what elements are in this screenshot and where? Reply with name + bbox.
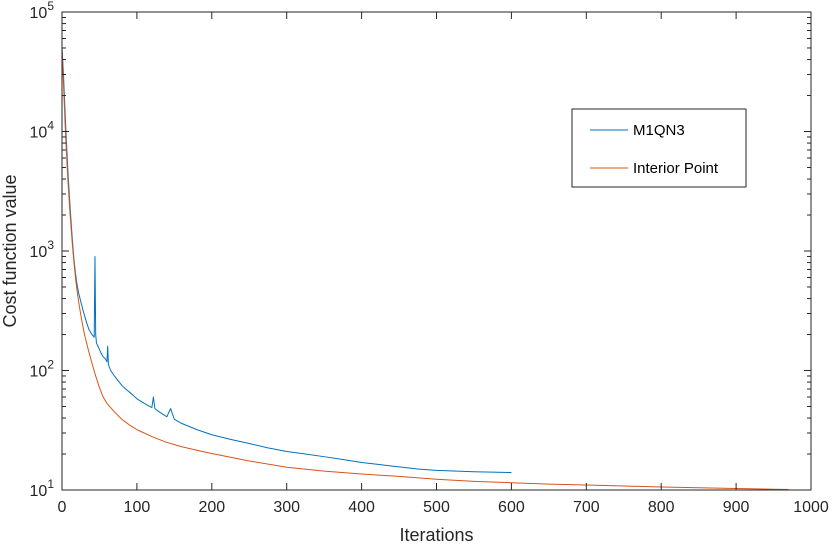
x-tick-label: 100 xyxy=(124,499,151,516)
x-tick-label: 900 xyxy=(723,499,750,516)
y-axis-label: Cost function value xyxy=(0,174,20,327)
x-tick-label: 400 xyxy=(348,499,375,516)
series-layer xyxy=(61,47,789,490)
y-tick-label: 103 xyxy=(30,238,55,261)
x-tick-label: 700 xyxy=(573,499,600,516)
x-tick-label: 200 xyxy=(198,499,225,516)
x-tick-label: 500 xyxy=(423,499,450,516)
x-axis: 0 100 200 300 400 500 600 700 800 900 1000 xyxy=(58,12,829,516)
x-tick-label: 0 xyxy=(58,499,67,516)
y-tick-label: 104 xyxy=(30,119,55,142)
x-axis-label: Iterations xyxy=(399,525,473,544)
plot-area xyxy=(62,12,811,490)
y-tick-label: 102 xyxy=(30,358,55,381)
legend: M1QN3 Interior Point xyxy=(571,108,747,188)
y-tick-label: 105 xyxy=(30,0,55,22)
y-axis: 101 102 103 104 105 xyxy=(30,0,811,500)
series-line-interior-point xyxy=(61,47,789,490)
y-tick-label: 101 xyxy=(30,477,55,500)
x-tick-label: 800 xyxy=(648,499,675,516)
x-tick-label: 1000 xyxy=(793,499,829,516)
x-tick-label: 600 xyxy=(498,499,525,516)
series-line-m1qn3 xyxy=(61,47,512,474)
x-tick-label: 300 xyxy=(273,499,300,516)
legend-box xyxy=(571,108,747,188)
legend-label-interior-point: Interior Point xyxy=(633,160,719,177)
legend-label-m1qn3: M1QN3 xyxy=(633,122,685,139)
